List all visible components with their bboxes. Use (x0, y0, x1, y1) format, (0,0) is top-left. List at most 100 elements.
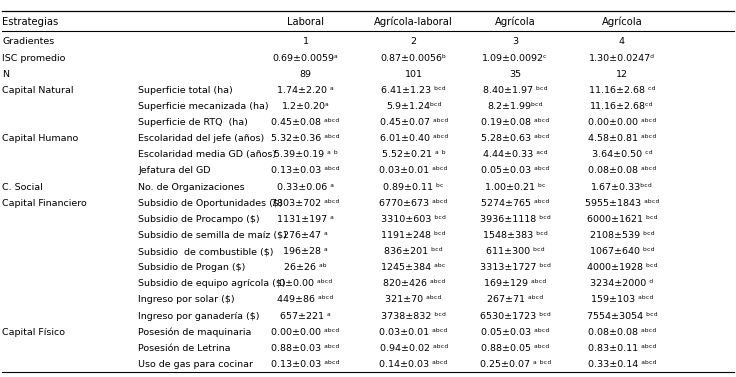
Text: C. Social: C. Social (2, 182, 43, 192)
Text: 0.94±0.02 ᵃᵇᶜᵈ: 0.94±0.02 ᵃᵇᶜᵈ (380, 344, 447, 353)
Text: 3310±603 ᵇᶜᵈ: 3310±603 ᵇᶜᵈ (381, 215, 446, 224)
Text: 3738±832 ᵇᶜᵈ: 3738±832 ᵇᶜᵈ (381, 311, 446, 320)
Text: 449±86 ᵃᵇᶜᵈ: 449±86 ᵃᵇᶜᵈ (277, 296, 333, 305)
Text: 0.03±0.01 ᵃᵇᶜᵈ: 0.03±0.01 ᵃᵇᶜᵈ (380, 167, 447, 175)
Text: 820±426 ᵃᵇᶜᵈ: 820±426 ᵃᵇᶜᵈ (383, 279, 445, 288)
Text: Laboral: Laboral (287, 17, 324, 27)
Text: 3936±1118 ᵇᶜᵈ: 3936±1118 ᵇᶜᵈ (480, 215, 551, 224)
Text: 0.45±0.08 ᵃᵇᶜᵈ: 0.45±0.08 ᵃᵇᶜᵈ (272, 118, 339, 127)
Text: 1.2±0.20ᵃ: 1.2±0.20ᵃ (282, 102, 329, 111)
Text: 6000±1621 ᵇᶜᵈ: 6000±1621 ᵇᶜᵈ (587, 215, 657, 224)
Text: 6.01±0.40 ᵃᵇᶜᵈ: 6.01±0.40 ᵃᵇᶜᵈ (380, 134, 447, 143)
Text: 276±47 ᵃ: 276±47 ᵃ (283, 231, 328, 240)
Text: 0.33±0.14 ᵃᵇᶜᵈ: 0.33±0.14 ᵃᵇᶜᵈ (587, 360, 657, 369)
Text: Posesión de maquinaria: Posesión de maquinaria (138, 327, 252, 337)
Text: 1.30±0.0247ᵈ: 1.30±0.0247ᵈ (589, 54, 655, 63)
Text: 1: 1 (302, 37, 308, 46)
Text: 1.00±0.21 ᵇᶜ: 1.00±0.21 ᵇᶜ (485, 182, 545, 192)
Text: 89: 89 (300, 70, 311, 79)
Text: 0.13±0.03 ᵃᵇᶜᵈ: 0.13±0.03 ᵃᵇᶜᵈ (271, 167, 340, 175)
Text: Capital Financiero: Capital Financiero (2, 199, 87, 208)
Text: 5.52±0.21 ᵃ ᵇ: 5.52±0.21 ᵃ ᵇ (382, 150, 445, 159)
Text: Estrategias: Estrategias (2, 17, 58, 27)
Text: 196±28 ᵃ: 196±28 ᵃ (283, 247, 328, 256)
Text: 5274±765 ᵃᵇᶜᵈ: 5274±765 ᵃᵇᶜᵈ (481, 199, 549, 208)
Text: 2108±539 ᵇᶜᵈ: 2108±539 ᵇᶜᵈ (590, 231, 654, 240)
Text: 4000±1928 ᵇᶜᵈ: 4000±1928 ᵇᶜᵈ (587, 263, 657, 272)
Text: 0.88±0.05 ᵃᵇᶜᵈ: 0.88±0.05 ᵃᵇᶜᵈ (481, 344, 549, 353)
Text: 4.44±0.33 ᵃᶜᵈ: 4.44±0.33 ᵃᶜᵈ (483, 150, 548, 159)
Text: 26±26 ᵃᵇ: 26±26 ᵃᵇ (284, 263, 327, 272)
Text: 0.89±0.11 ᵇᶜ: 0.89±0.11 ᵇᶜ (383, 182, 444, 192)
Text: Agrícola: Agrícola (601, 17, 643, 28)
Text: 5.28±0.63 ᵃᵇᶜᵈ: 5.28±0.63 ᵃᵇᶜᵈ (481, 134, 549, 143)
Text: Ingreso por ganadería ($): Ingreso por ganadería ($) (138, 311, 260, 320)
Text: Superficie total (ha): Superficie total (ha) (138, 86, 233, 95)
Text: 101: 101 (405, 70, 422, 79)
Text: Capital Humano: Capital Humano (2, 134, 79, 143)
Text: 35: 35 (509, 70, 521, 79)
Text: 4: 4 (619, 37, 625, 46)
Text: 3234±2000 ᵈ: 3234±2000 ᵈ (590, 279, 654, 288)
Text: 0.33±0.06 ᵃ: 0.33±0.06 ᵃ (277, 182, 334, 192)
Text: 11.16±2.68 ᶜᵈ: 11.16±2.68 ᶜᵈ (589, 86, 655, 95)
Text: 5.9±1.24ᵇᶜᵈ: 5.9±1.24ᵇᶜᵈ (386, 102, 442, 111)
Text: 321±70 ᵃᵇᶜᵈ: 321±70 ᵃᵇᶜᵈ (386, 296, 442, 305)
Text: Gradientes: Gradientes (2, 37, 54, 46)
Text: 8.2±1.99ᵇᶜᵈ: 8.2±1.99ᵇᶜᵈ (487, 102, 543, 111)
Text: 0±0.00 ᵃᵇᶜᵈ: 0±0.00 ᵃᵇᶜᵈ (279, 279, 332, 288)
Text: 2: 2 (411, 37, 417, 46)
Text: 836±201 ᵇᶜᵈ: 836±201 ᵇᶜᵈ (384, 247, 443, 256)
Text: 0.83±0.11 ᵃᵇᶜᵈ: 0.83±0.11 ᵃᵇᶜᵈ (588, 344, 656, 353)
Text: Escolaridad media GD (años): Escolaridad media GD (años) (138, 150, 277, 159)
Text: 0.69±0.0059ᵃ: 0.69±0.0059ᵃ (272, 54, 339, 63)
Text: Subsidio  de combustible ($): Subsidio de combustible ($) (138, 247, 274, 256)
Text: 0.00±0.00 ᵃᵇᶜᵈ: 0.00±0.00 ᵃᵇᶜᵈ (272, 328, 339, 337)
Text: 0.05±0.03 ᵃᵇᶜᵈ: 0.05±0.03 ᵃᵇᶜᵈ (481, 167, 549, 175)
Text: Ingreso por solar ($): Ingreso por solar ($) (138, 296, 235, 305)
Text: 1.67±0.33ᵇᶜᵈ: 1.67±0.33ᵇᶜᵈ (591, 182, 653, 192)
Text: 1191±248 ᵇᶜᵈ: 1191±248 ᵇᶜᵈ (381, 231, 446, 240)
Text: 1.74±2.20 ᵃ: 1.74±2.20 ᵃ (277, 86, 334, 95)
Text: 6770±673 ᵃᵇᶜᵈ: 6770±673 ᵃᵇᶜᵈ (380, 199, 447, 208)
Text: Subsidio de Progan ($): Subsidio de Progan ($) (138, 263, 246, 272)
Text: 0.88±0.03 ᵃᵇᶜᵈ: 0.88±0.03 ᵃᵇᶜᵈ (272, 344, 339, 353)
Text: ISC promedio: ISC promedio (2, 54, 66, 63)
Text: N: N (2, 70, 10, 79)
Text: 5955±1843 ᵃᵇᶜᵈ: 5955±1843 ᵃᵇᶜᵈ (584, 199, 659, 208)
Text: 0.08±0.08 ᵃᵇᶜᵈ: 0.08±0.08 ᵃᵇᶜᵈ (588, 328, 656, 337)
Text: 0.19±0.08 ᵃᵇᶜᵈ: 0.19±0.08 ᵃᵇᶜᵈ (481, 118, 549, 127)
Text: 7803±702 ᵃᵇᶜᵈ: 7803±702 ᵃᵇᶜᵈ (272, 199, 339, 208)
Text: Superficie de RTQ  (ha): Superficie de RTQ (ha) (138, 118, 248, 127)
Text: 0.00±0.00 ᵃᵇᶜᵈ: 0.00±0.00 ᵃᵇᶜᵈ (588, 118, 656, 127)
Text: 3.64±0.50 ᶜᵈ: 3.64±0.50 ᶜᵈ (592, 150, 652, 159)
Text: 657±221 ᵃ: 657±221 ᵃ (280, 311, 330, 320)
Text: 169±129 ᵃᵇᶜᵈ: 169±129 ᵃᵇᶜᵈ (484, 279, 546, 288)
Text: Escolaridad del jefe (años): Escolaridad del jefe (años) (138, 134, 265, 143)
Text: 1548±383 ᵇᶜᵈ: 1548±383 ᵇᶜᵈ (483, 231, 548, 240)
Text: 12: 12 (616, 70, 628, 79)
Text: Superficie mecanizada (ha): Superficie mecanizada (ha) (138, 102, 269, 111)
Text: Subsidio de Procampo ($): Subsidio de Procampo ($) (138, 215, 260, 224)
Text: 267±71 ᵃᵇᶜᵈ: 267±71 ᵃᵇᶜᵈ (487, 296, 543, 305)
Text: Agrícola: Agrícola (495, 17, 536, 28)
Text: 611±300 ᵇᶜᵈ: 611±300 ᵇᶜᵈ (486, 247, 545, 256)
Text: 0.13±0.03 ᵃᵇᶜᵈ: 0.13±0.03 ᵃᵇᶜᵈ (271, 360, 340, 369)
Text: Capital Físico: Capital Físico (2, 328, 66, 337)
Text: Posesión de Letrina: Posesión de Letrina (138, 344, 231, 353)
Text: Uso de gas para cocinar: Uso de gas para cocinar (138, 360, 253, 369)
Text: 1067±640 ᵇᶜᵈ: 1067±640 ᵇᶜᵈ (590, 247, 654, 256)
Text: 0.14±0.03 ᵃᵇᶜᵈ: 0.14±0.03 ᵃᵇᶜᵈ (380, 360, 447, 369)
Text: 0.87±0.0056ᵇ: 0.87±0.0056ᵇ (381, 54, 447, 63)
Text: 3: 3 (512, 37, 518, 46)
Text: 159±103 ᵃᵇᶜᵈ: 159±103 ᵃᵇᶜᵈ (591, 296, 653, 305)
Text: No. de Organizaciones: No. de Organizaciones (138, 182, 245, 192)
Text: 0.03±0.01 ᵃᵇᶜᵈ: 0.03±0.01 ᵃᵇᶜᵈ (380, 328, 447, 337)
Text: Agrícola-laboral: Agrícola-laboral (375, 17, 453, 28)
Text: 0.25±0.07 ᵃ ᵇᶜᵈ: 0.25±0.07 ᵃ ᵇᶜᵈ (480, 360, 551, 369)
Text: 0.45±0.07 ᵃᵇᶜᵈ: 0.45±0.07 ᵃᵇᶜᵈ (380, 118, 447, 127)
Text: 5.39±0.19 ᵃ ᵇ: 5.39±0.19 ᵃ ᵇ (274, 150, 337, 159)
Text: 1245±384 ᵃᵇᶜ: 1245±384 ᵃᵇᶜ (381, 263, 446, 272)
Text: 4.58±0.81 ᵃᵇᶜᵈ: 4.58±0.81 ᵃᵇᶜᵈ (588, 134, 656, 143)
Text: 8.40±1.97 ᵇᶜᵈ: 8.40±1.97 ᵇᶜᵈ (483, 86, 548, 95)
